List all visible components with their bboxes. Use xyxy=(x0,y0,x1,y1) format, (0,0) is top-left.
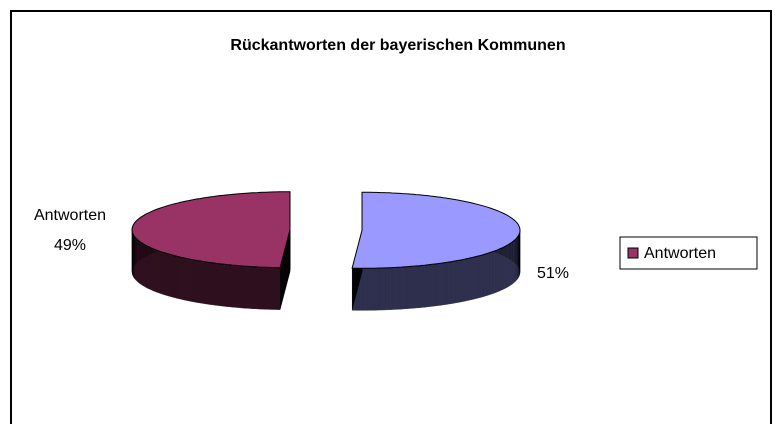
pie-slice xyxy=(351,191,521,311)
legend-swatch xyxy=(627,247,639,259)
legend: Antworten xyxy=(619,236,758,270)
slice-category-label: Antworten xyxy=(34,207,106,224)
chart-title: Rückantworten der bayerischen Kommunen xyxy=(230,37,565,54)
slice-value-label: 49% xyxy=(54,237,86,254)
legend-label: Antworten xyxy=(644,245,716,262)
slice-value-label: 51% xyxy=(537,265,569,282)
pie-slice xyxy=(131,191,291,310)
slice-top xyxy=(131,191,291,269)
slice-top xyxy=(351,191,521,269)
legend-box xyxy=(619,236,758,270)
